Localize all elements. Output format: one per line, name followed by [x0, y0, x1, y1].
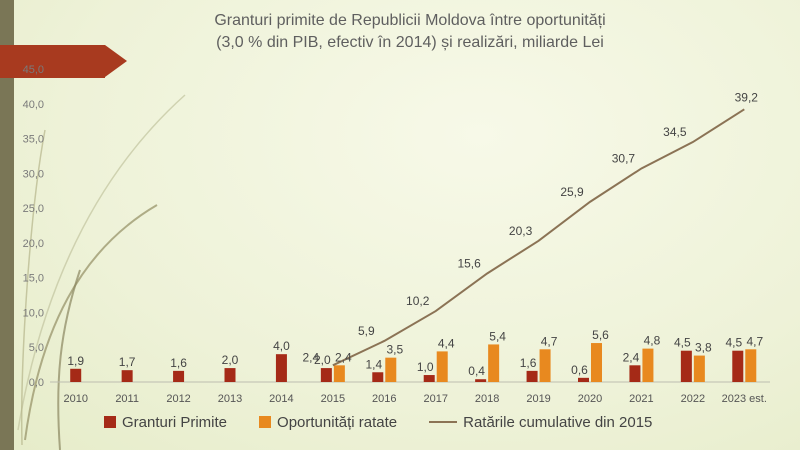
bar-oportunitati-ratate: [591, 343, 602, 382]
x-tick-label: 2010: [63, 393, 87, 405]
data-label-oportunitati: 2,4: [335, 350, 352, 364]
data-label-oportunitati: 3,8: [695, 341, 712, 355]
y-tick-label: 10,0: [23, 307, 44, 319]
bar-oportunitati-ratate: [693, 355, 705, 382]
y-tick-label: 0,0: [29, 377, 44, 389]
line-ratari-cumulative: [332, 108, 745, 367]
chart-title-line2: (3,0 % din PIB, efectiv în 2014) și real…: [216, 34, 604, 51]
bar-granturi-primite: [121, 370, 133, 382]
bar-oportunitati-ratate: [488, 344, 500, 382]
chart-title-line1: Granturi primite de Republicii Moldova î…: [214, 12, 606, 29]
x-tick-label: 2014: [269, 393, 293, 405]
bar-granturi-primite: [173, 370, 185, 382]
legend-item-oportunitati: Oportunități ratate: [259, 414, 397, 431]
data-label-ratari: 10,2: [406, 294, 430, 308]
bar-granturi-primite: [629, 365, 641, 382]
data-label-granturi: 2,4: [623, 350, 640, 364]
bar-granturi-primite: [526, 370, 538, 382]
bar-oportunitati-ratate: [333, 365, 345, 382]
x-tick-label: 2016: [372, 393, 396, 405]
bar-granturi-primite: [70, 368, 82, 382]
data-label-ratari: 15,6: [457, 256, 481, 270]
data-label-granturi: 0,4: [468, 364, 485, 378]
bar-granturi-primite: [423, 375, 435, 382]
data-label-oportunitati: 4,4: [438, 336, 455, 350]
data-label-ratari: 30,7: [612, 151, 636, 165]
x-tick-label: 2018: [475, 393, 499, 405]
data-label-oportunitati: 4,8: [644, 334, 661, 348]
x-tick-label: 2019: [526, 393, 550, 405]
legend-item-granturi: Granturi Primite: [104, 414, 227, 431]
data-label-ratari: 2,4: [303, 350, 320, 364]
data-label-granturi: 1,0: [417, 360, 434, 374]
legend-label-oportunitati: Oportunități ratate: [277, 413, 398, 431]
bar-oportunitati-ratate: [745, 349, 757, 382]
legend-item-ratari: Ratările cumulative din 2015: [429, 414, 652, 431]
bar-granturi-primite: [680, 350, 692, 382]
data-label-ratari: 20,3: [509, 224, 533, 238]
bar-granturi-primite: [578, 377, 589, 382]
legend-swatch-ratari: [429, 421, 458, 423]
data-label-ratari: 39,2: [735, 90, 759, 104]
y-tick-label: 30,0: [23, 168, 44, 180]
x-tick-label: 2020: [578, 393, 602, 405]
bar-oportunitati-ratate: [539, 349, 551, 382]
y-tick-label: 20,0: [23, 238, 44, 250]
bar-granturi-primite: [475, 379, 487, 382]
x-tick-label: 2017: [423, 393, 447, 405]
x-tick-label: 2012: [166, 393, 190, 405]
x-tick-label: 2021: [629, 393, 653, 405]
data-label-granturi: 1,6: [170, 356, 187, 370]
legend: Granturi Primite Oportunități ratate Rat…: [104, 410, 652, 434]
data-label-oportunitati: 4,7: [541, 334, 558, 348]
bar-granturi-primite: [732, 350, 744, 382]
data-label-granturi: 0,6: [571, 363, 588, 377]
bar-oportunitati-ratate: [642, 348, 654, 382]
x-tick-label: 2022: [681, 393, 705, 405]
data-label-granturi: 1,4: [365, 357, 382, 371]
data-label-granturi: 1,9: [67, 354, 84, 368]
decorative-left-strip: [0, 0, 14, 450]
data-label-ratari: 5,9: [358, 324, 375, 338]
y-tick-label: 15,0: [23, 273, 44, 285]
data-label-oportunitati: 5,4: [489, 329, 506, 343]
legend-swatch-granturi: [104, 416, 116, 428]
decorative-red-tab: [0, 45, 127, 78]
data-label-granturi: 4,0: [273, 339, 290, 353]
y-tick-label: 35,0: [23, 134, 44, 146]
bar-oportunitati-ratate: [385, 357, 397, 382]
legend-swatch-oportunitati: [259, 416, 272, 428]
y-tick-label: 25,0: [23, 203, 44, 215]
data-label-granturi: 1,7: [119, 355, 136, 369]
data-label-granturi: 4,5: [674, 336, 691, 350]
y-tick-label: 40,0: [23, 99, 44, 111]
data-label-granturi: 1,6: [520, 356, 537, 370]
bar-oportunitati-ratate: [436, 351, 448, 382]
legend-label-granturi: Granturi Primite: [122, 413, 228, 431]
x-tick-label: 2015: [321, 393, 345, 405]
decorative-curves: [17, 94, 186, 450]
bar-granturi-primite: [224, 368, 236, 382]
data-label-oportunitati: 3,5: [386, 343, 403, 357]
data-label-oportunitati: 5,6: [592, 328, 609, 342]
data-label-ratari: 25,9: [560, 185, 584, 199]
bar-granturi-primite: [320, 368, 332, 382]
x-tick-label: 2023 est.: [722, 393, 767, 405]
data-label-granturi: 2,0: [314, 353, 331, 367]
bar-granturi-primite: [372, 372, 384, 382]
x-tick-label: 2011: [115, 393, 139, 405]
data-label-oportunitati: 4,7: [746, 334, 763, 348]
bar-granturi-primite: [275, 354, 287, 382]
y-tick-label: 5,0: [29, 342, 44, 354]
legend-label-ratari: Ratările cumulative din 2015: [463, 413, 653, 431]
y-tick-label: 45,0: [23, 64, 44, 76]
data-label-ratari: 34,5: [663, 125, 687, 139]
x-tick-label: 2013: [218, 393, 242, 405]
chart-title: Granturi primite de Republicii Moldova î…: [110, 10, 710, 54]
data-label-granturi: 4,5: [725, 336, 742, 350]
data-label-granturi: 2,0: [222, 353, 239, 367]
